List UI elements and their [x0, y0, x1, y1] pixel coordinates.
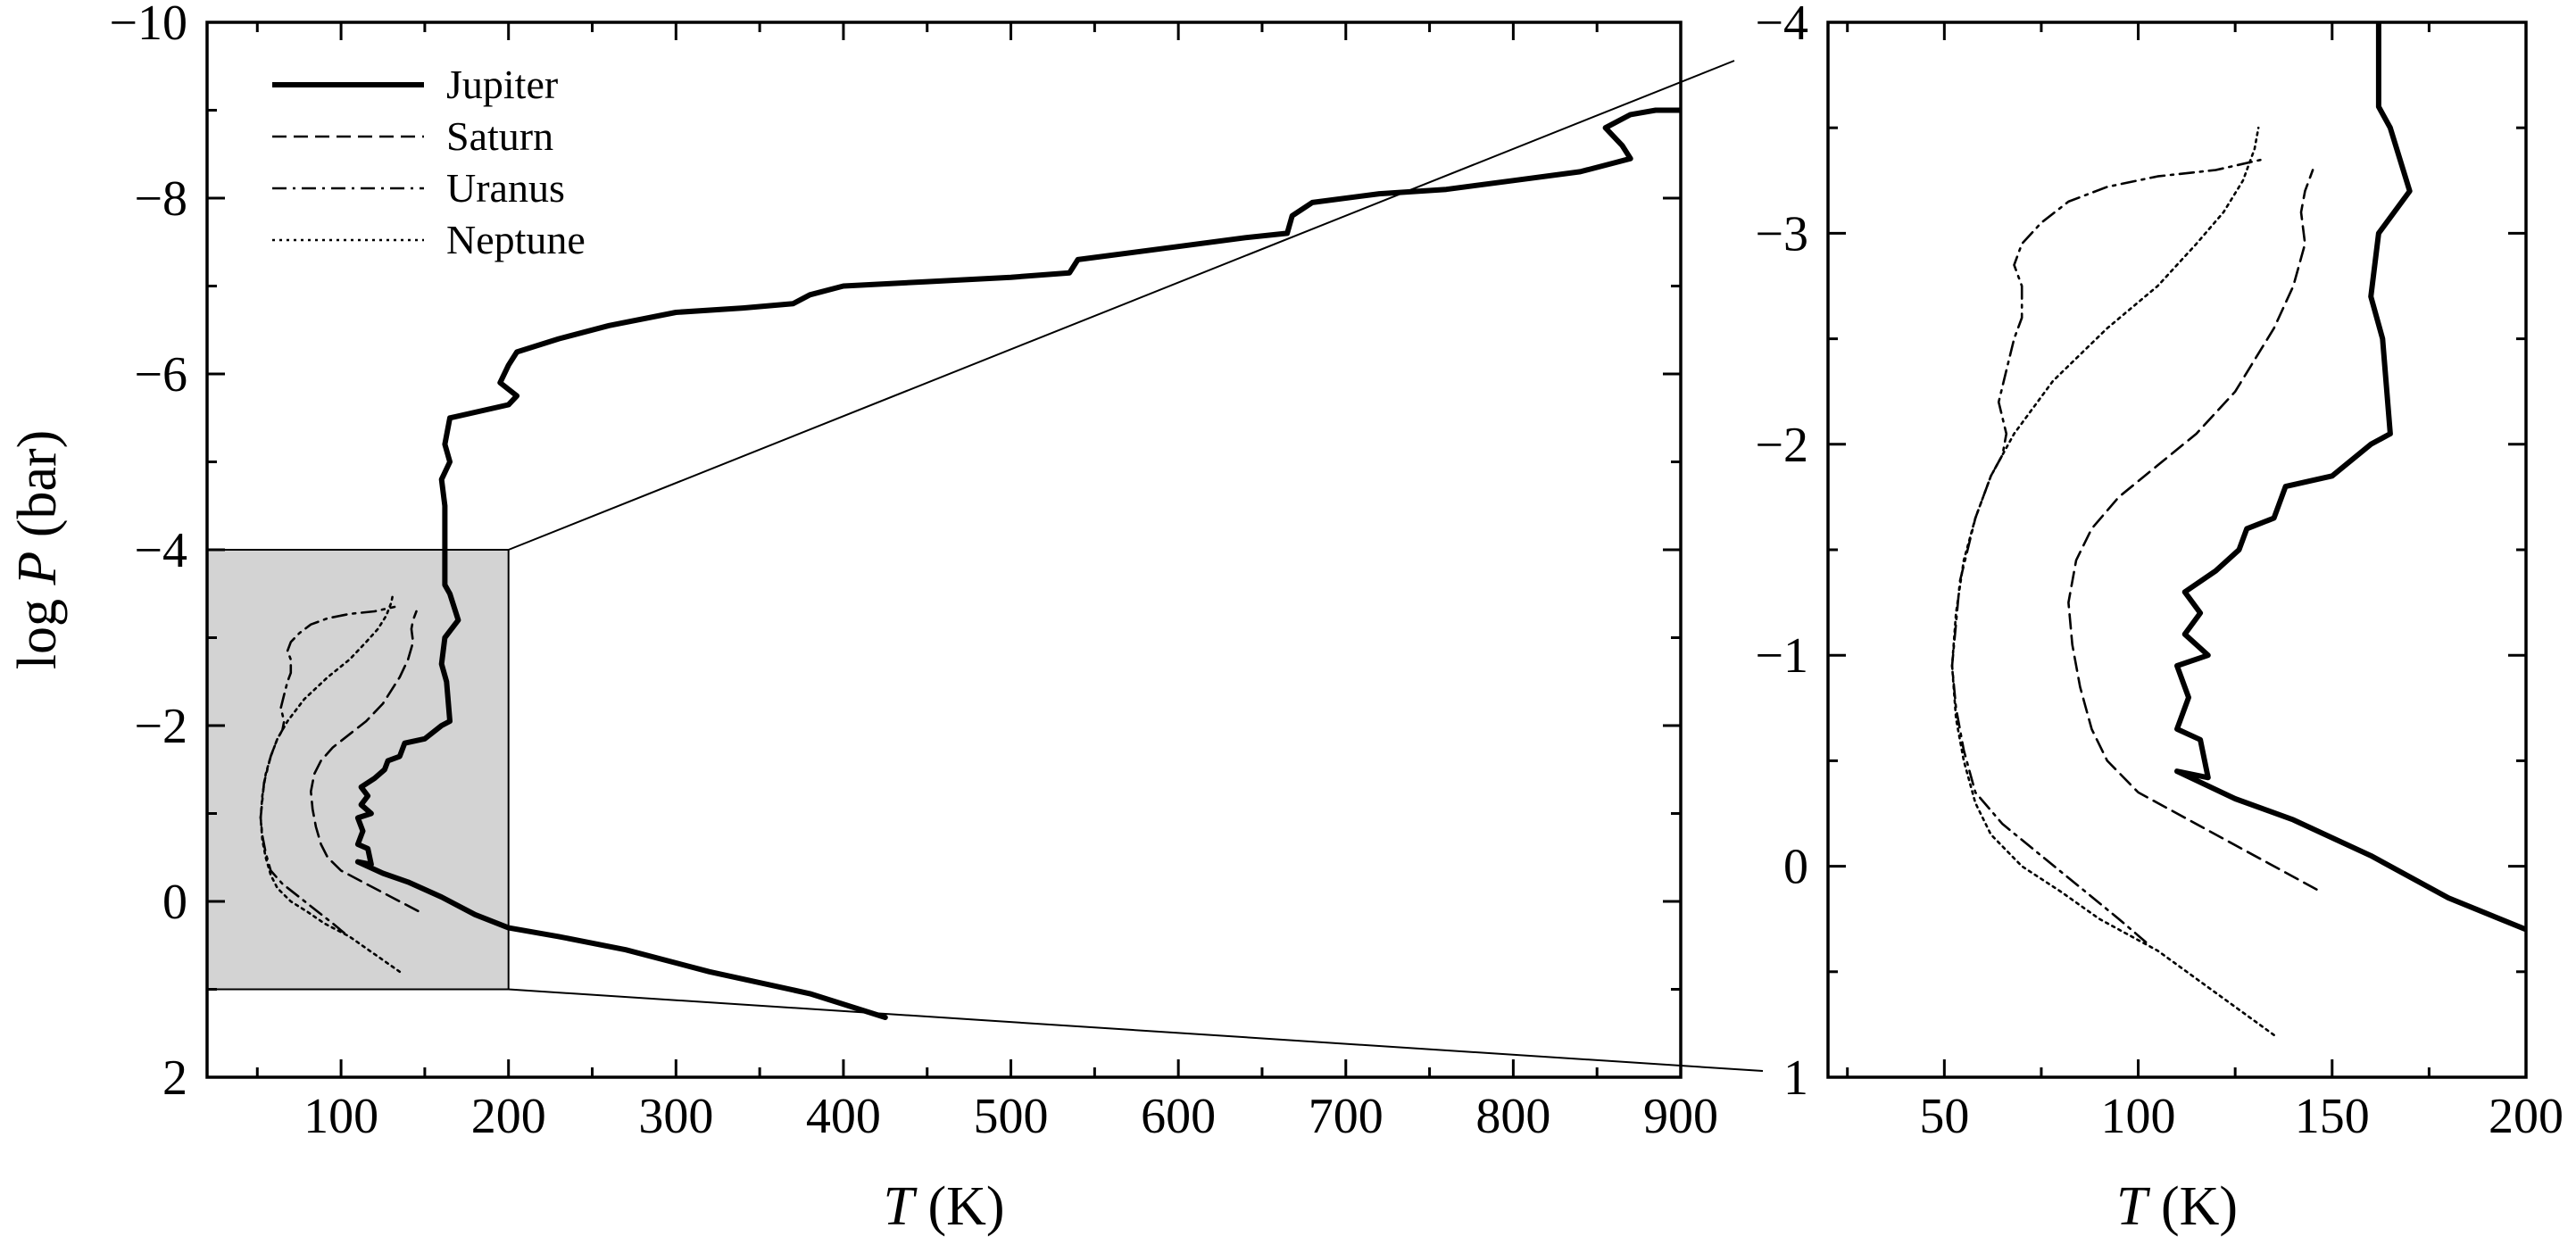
x-axis-label: T (K) [883, 1176, 1004, 1237]
series-line-saturn [2067, 169, 2318, 891]
y-tick-label: −2 [134, 699, 187, 754]
x-tick-label: 100 [2101, 1089, 2176, 1144]
y-tick-label: 2 [162, 1050, 187, 1106]
series-line-saturn [310, 610, 420, 913]
x-tick-label: 900 [1643, 1089, 1718, 1144]
x-tick-label: 600 [1141, 1089, 1216, 1144]
y-tick-label: −4 [1755, 0, 1808, 51]
series-line-jupiter [2174, 22, 2526, 933]
legend-label-neptune: Neptune [446, 217, 586, 262]
legend: Jupiter Saturn Uranus Neptune [272, 62, 586, 262]
series-line-jupiter [354, 107, 1681, 1020]
legend-label-jupiter: Jupiter [446, 62, 558, 107]
x-tick-label: 800 [1475, 1089, 1550, 1144]
x-tick-label: 150 [2295, 1089, 2370, 1144]
x-axis-label: T (K) [2116, 1176, 2238, 1237]
x-tick-label: 200 [471, 1089, 546, 1144]
y-tick-label: 1 [1783, 1050, 1808, 1106]
zoom-region-box [206, 549, 510, 991]
y-tick-label: −10 [109, 0, 187, 51]
zoom-connector-top [508, 60, 1735, 551]
zoom-connector-bottom [508, 988, 1764, 1072]
right-chart-panel: 50 100 150 200 1 0 −1 −2 −3 −4 T (K) [1755, 0, 2564, 1237]
y-tick-label: −2 [1755, 418, 1808, 473]
x-tick-label: 700 [1309, 1089, 1384, 1144]
y-tick-label: 0 [162, 875, 187, 930]
left-chart-panel: 100 200 300 400 500 600 700 800 900 2 0 −2 −4 −6 −8 −10… [7, 0, 1718, 1237]
right-plot-frame [1826, 21, 2528, 1079]
zoom-connector-lines [508, 60, 1764, 1072]
x-tick-label: 300 [638, 1089, 713, 1144]
x-tick-label: 200 [2489, 1089, 2564, 1144]
legend-label-saturn: Saturn [446, 113, 553, 159]
x-tick-label: 500 [974, 1089, 1049, 1144]
y-tick-label: −1 [1755, 628, 1808, 684]
x-tick-label: 400 [806, 1089, 881, 1144]
y-axis-label: log P (bar) [7, 430, 68, 670]
series-line-neptune [1950, 126, 2275, 1036]
y-tick-label: −4 [134, 523, 187, 578]
y-tick-label: −6 [134, 347, 187, 403]
y-tick-label: 0 [1783, 840, 1808, 895]
series-line-neptune [259, 593, 402, 974]
legend-label-uranus: Uranus [446, 165, 565, 211]
y-tick-label: −8 [134, 171, 187, 227]
x-tick-label: 50 [1919, 1089, 1969, 1144]
series-line-uranus [1950, 158, 2264, 943]
y-tick-label: −3 [1755, 206, 1808, 261]
x-tick-label: 100 [303, 1089, 378, 1144]
